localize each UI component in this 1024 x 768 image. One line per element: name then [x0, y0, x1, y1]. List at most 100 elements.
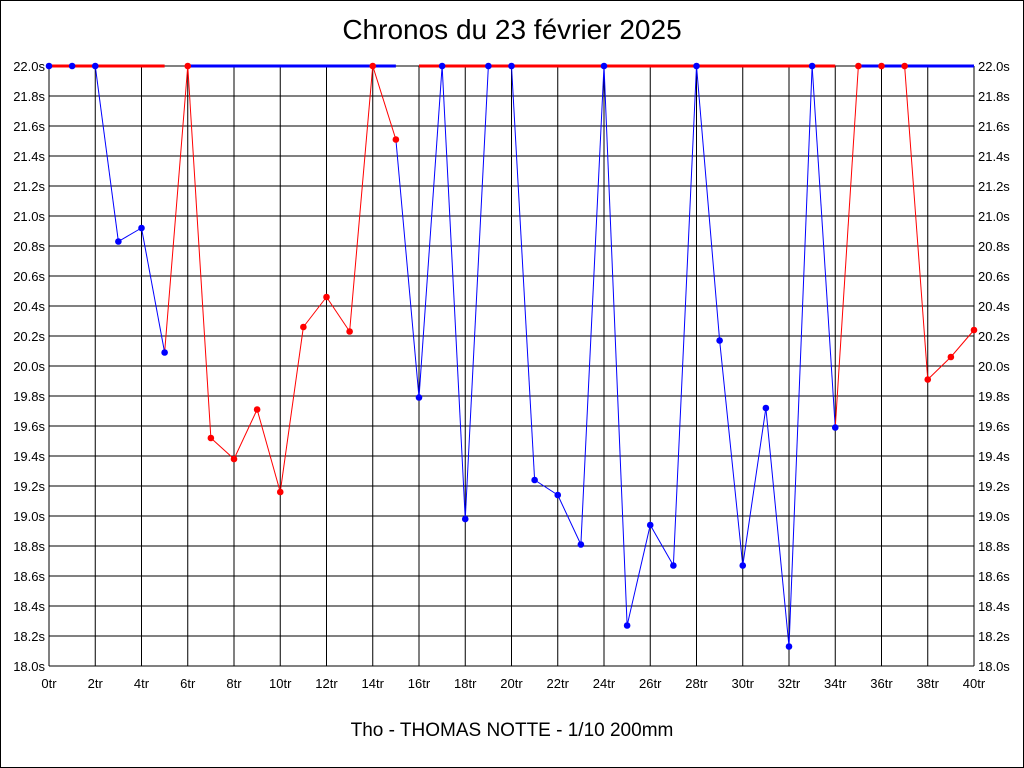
- data-point: [646, 521, 654, 529]
- data-point: [369, 62, 377, 70]
- data-point: [693, 62, 700, 70]
- y-tick-label-right: 20.0s: [978, 359, 1010, 374]
- data-point: [300, 323, 307, 331]
- y-tick-label-left: 20.0s: [13, 359, 45, 374]
- data-point: [554, 491, 562, 499]
- series-segment: [580, 65, 605, 545]
- series-segment: [927, 356, 952, 380]
- data-point: [924, 376, 932, 383]
- data-point: [970, 326, 978, 334]
- y-tick-label-right: 21.0s: [978, 209, 1010, 224]
- y-tick-label-left: 18.0s: [13, 659, 45, 674]
- data-point: [276, 488, 284, 496]
- y-tick-label-right: 19.0s: [978, 509, 1010, 524]
- series-segment: [395, 139, 420, 398]
- x-tick-label: 32tr: [778, 676, 801, 691]
- series-segment: [534, 479, 559, 496]
- y-tick-label-left: 19.6s: [13, 419, 45, 434]
- x-tick-label: 10tr: [269, 676, 292, 691]
- y-tick-label-left: 21.8s: [13, 89, 45, 104]
- x-axis-labels: 0tr 2tr 4tr 6tr 8tr 10tr 12tr 14tr 16tr 18tr 20tr 2…: [41, 676, 985, 691]
- data-point: [184, 62, 192, 70]
- chart-title: Chronos du 23 février 2025: [342, 14, 682, 45]
- series-segment: [834, 65, 859, 428]
- data-point: [415, 394, 423, 401]
- x-tick-label: 36tr: [870, 676, 893, 691]
- x-tick-label: 34tr: [824, 676, 847, 691]
- data-point: [623, 622, 631, 629]
- series-segment: [649, 524, 674, 566]
- series-segment: [302, 296, 327, 328]
- x-tick-label: 4tr: [134, 676, 150, 691]
- data-point: [716, 337, 723, 344]
- y-tick-label-right: 18.6s: [978, 569, 1010, 584]
- data-point: [808, 62, 816, 70]
- y-tick-label-right: 20.2s: [978, 329, 1010, 344]
- series-segment: [279, 326, 304, 493]
- y-tick-label-left: 21.4s: [13, 149, 45, 164]
- y-tick-label-left: 20.6s: [13, 269, 45, 284]
- x-tick-label: 40tr: [963, 676, 986, 691]
- x-tick-label: 16tr: [408, 676, 431, 691]
- y-tick-label-right: 20.4s: [978, 299, 1010, 314]
- y-tick-label-right: 18.4s: [978, 599, 1010, 614]
- x-tick-label: 6tr: [180, 676, 196, 691]
- y-tick-label-right: 22.0s: [978, 59, 1010, 74]
- x-tick-label: 20tr: [500, 676, 523, 691]
- data-point: [68, 62, 76, 70]
- x-tick-label: 24tr: [593, 676, 616, 691]
- y-tick-label-right: 19.2s: [978, 479, 1010, 494]
- data-point: [461, 515, 469, 523]
- data-point: [138, 224, 145, 232]
- data-points: [45, 62, 978, 650]
- series-segment: [765, 407, 790, 647]
- y-tick-label-right: 21.6s: [978, 119, 1010, 134]
- y-tick-label-right: 21.4s: [978, 149, 1010, 164]
- y-tick-label-left: 19.8s: [13, 389, 45, 404]
- x-tick-label: 38tr: [917, 676, 940, 691]
- grid-lines: [48, 65, 975, 667]
- y-tick-label-right: 19.4s: [978, 449, 1010, 464]
- data-point: [253, 406, 261, 413]
- series-segment: [719, 340, 744, 566]
- series-segment: [164, 65, 189, 353]
- data-point: [508, 62, 515, 70]
- x-tick-label: 12tr: [315, 676, 338, 691]
- series-segment: [94, 65, 119, 242]
- series-segment: [210, 437, 235, 460]
- data-point: [831, 424, 839, 431]
- series-segment: [788, 65, 813, 647]
- series-segment: [349, 65, 374, 332]
- series-segment: [696, 65, 721, 341]
- y-tick-label-right: 21.8s: [978, 89, 1010, 104]
- data-point: [947, 353, 955, 361]
- y-tick-label-right: 18.0s: [978, 659, 1010, 674]
- data-point: [762, 404, 770, 412]
- y-axis-right-labels: 18.0s 18.2s 18.4s 18.6s 18.8s 19.0s 19.2s 19.4s…: [978, 59, 1010, 674]
- data-point: [485, 62, 492, 70]
- data-point: [161, 349, 168, 356]
- data-point: [346, 328, 353, 335]
- x-tick-label: 0tr: [41, 676, 57, 691]
- data-point: [45, 62, 53, 70]
- data-point: [600, 62, 608, 70]
- series-segment: [464, 65, 489, 520]
- y-tick-label-left: 20.2s: [13, 329, 45, 344]
- y-tick-label-left: 20.4s: [13, 299, 45, 314]
- series-segment: [326, 296, 351, 332]
- y-tick-label-left: 21.0s: [13, 209, 45, 224]
- data-point: [878, 62, 885, 70]
- data-point: [901, 62, 908, 70]
- x-tick-label: 30tr: [732, 676, 755, 691]
- y-tick-label-left: 21.6s: [13, 119, 45, 134]
- series-segment: [950, 329, 975, 358]
- series-segment: [672, 65, 697, 566]
- y-tick-label-left: 19.0s: [13, 509, 45, 524]
- y-tick-label-left: 18.6s: [13, 569, 45, 584]
- series-segment: [372, 65, 397, 140]
- series-segment: [233, 409, 258, 460]
- y-tick-label-right: 19.6s: [978, 419, 1010, 434]
- series-segment: [418, 65, 443, 398]
- y-tick-label-right: 18.8s: [978, 539, 1010, 554]
- series-segment: [441, 65, 466, 520]
